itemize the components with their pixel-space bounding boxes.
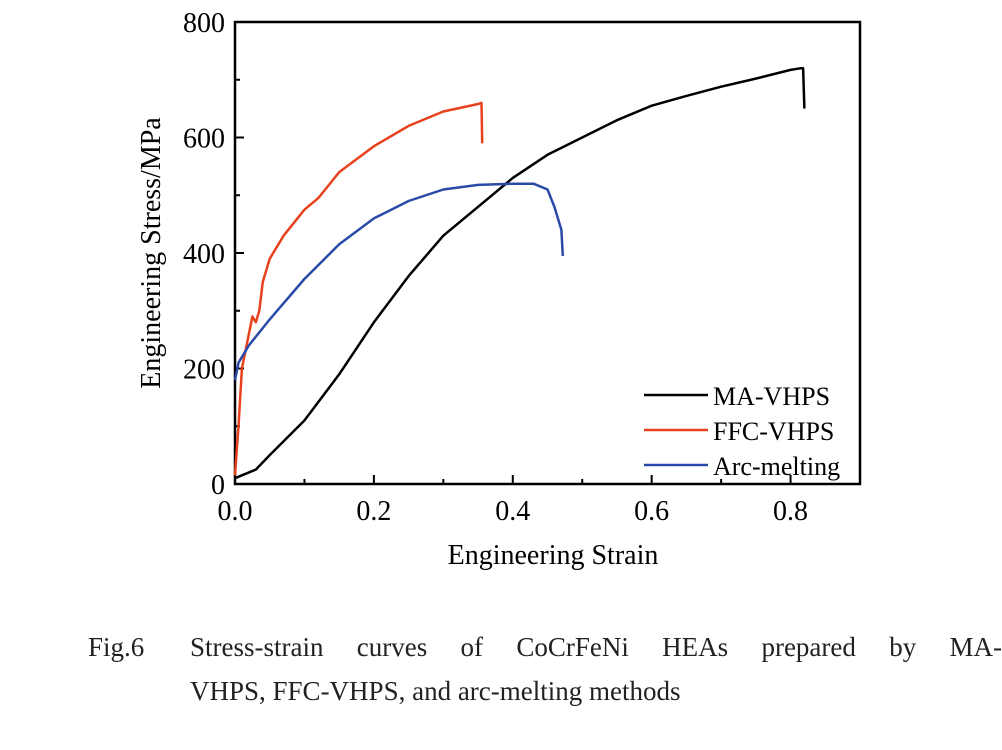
caption-label: Fig.6 <box>88 632 145 662</box>
stress-strain-chart: 0.0 0.2 0.4 0.6 0.8 0 200 400 600 800 MA-VHPS FFC-… <box>136 8 862 571</box>
x-tick-label: 0.6 <box>634 496 669 527</box>
x-tick-label: 0.4 <box>495 496 530 527</box>
series-line-ma-vhps <box>234 66 806 480</box>
x-tick-label: 0.0 <box>218 496 253 527</box>
y-tick-label: 200 <box>183 355 225 386</box>
x-tick-label: 0.2 <box>356 496 391 527</box>
x-axis-label: Engineering Strain <box>448 540 659 571</box>
y-axis-label: Engineering Stress/MPa <box>136 117 167 389</box>
caption-line-1: Stress-strain curves of CoCrFeNi HEAs pr… <box>190 632 1002 662</box>
series-line-arc-melting <box>233 182 565 381</box>
y-tick-label: 600 <box>183 124 225 155</box>
y-tick-label: 0 <box>211 470 225 501</box>
legend-label: Arc-melting <box>713 452 840 481</box>
legend-label: MA-VHPS <box>713 382 830 411</box>
legend-label: FFC-VHPS <box>713 417 834 446</box>
x-tick-label: 0.8 <box>773 496 808 527</box>
y-tick-label: 800 <box>183 8 225 39</box>
y-tick-label: 400 <box>183 239 225 270</box>
series-line-ffc-vhps <box>233 101 484 476</box>
caption-line-2: VHPS, FFC-VHPS, and arc-melting methods <box>190 676 681 706</box>
